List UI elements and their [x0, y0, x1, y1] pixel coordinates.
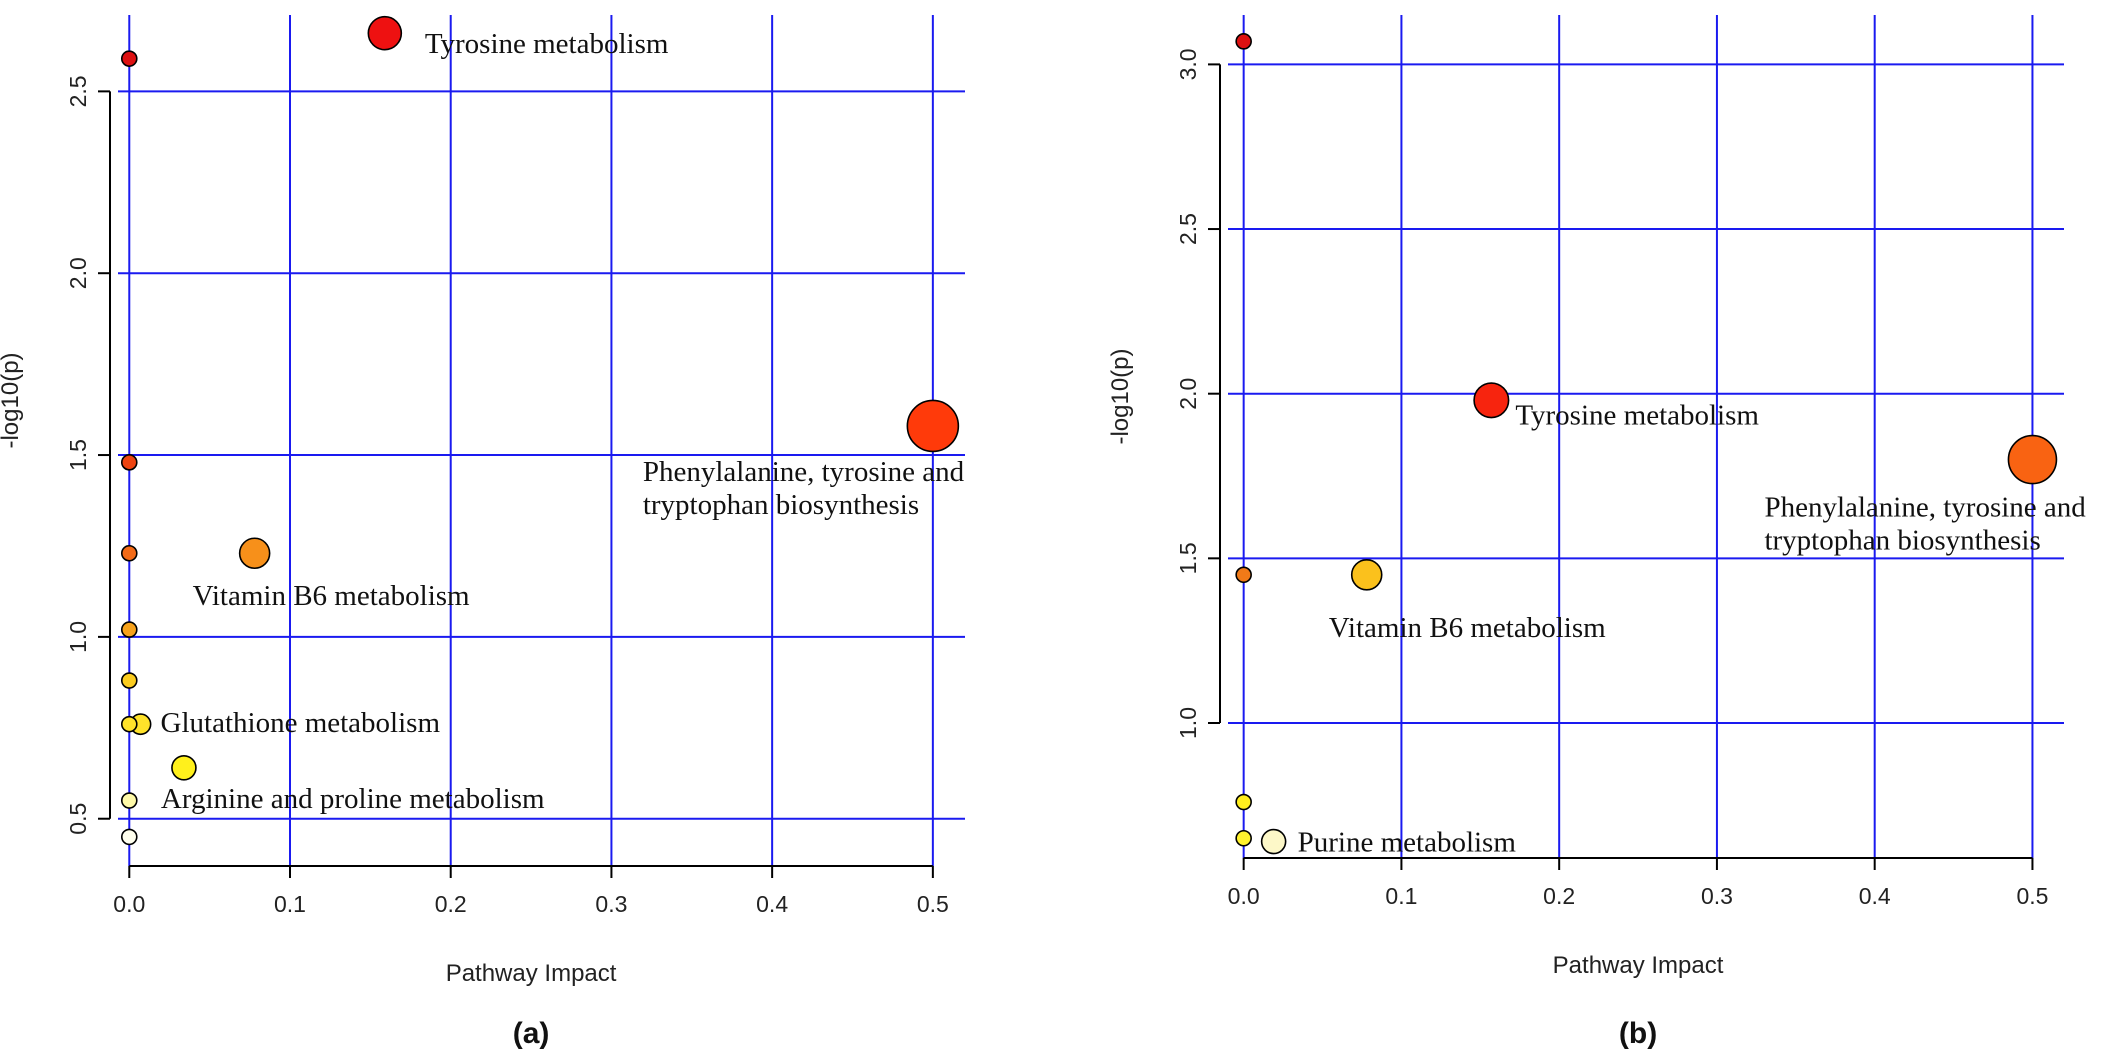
data-point: [1260, 828, 1287, 855]
y-tick-label: 0.5: [65, 803, 91, 835]
point-label: Arginine and proline metabolism: [161, 783, 545, 815]
data-point: [1235, 566, 1252, 584]
point-label: Phenylalanine, tyrosine and tryptophan bi…: [643, 456, 965, 521]
x-tick-label: 0.2: [435, 891, 467, 917]
panel-label: (b): [1619, 1017, 1657, 1050]
point-label: Tyrosine metabolism: [1515, 399, 1759, 431]
y-tick-label: 2.0: [1175, 378, 1201, 410]
x-tick-label: 0.5: [2016, 883, 2048, 909]
data-point: [367, 15, 403, 51]
x-tick-label: 0.2: [1543, 883, 1575, 909]
data-point: [120, 828, 138, 846]
data-point: [120, 621, 138, 638]
y-tick-label: 2.0: [65, 257, 91, 289]
data-point: [120, 544, 138, 562]
x-tick-label: 0.5: [917, 891, 949, 917]
data-point: [906, 399, 960, 453]
data-point: [1350, 559, 1383, 591]
panel-label: (a): [513, 1017, 550, 1050]
panel-b: 0.0 0.1 0.2 0.3 0.4 0.5 1.0 1.5 2.0 2.5 3.0 Pathway…: [1107, 15, 2086, 1050]
y-tick-label: 1.5: [1175, 542, 1201, 574]
point-label: Tyrosine metabolism: [425, 28, 669, 60]
x-tick-label: 0.1: [274, 891, 306, 917]
data-point: [120, 454, 138, 471]
y-tick-label: 1.0: [1175, 707, 1201, 739]
x-tick-label: 0.3: [1701, 883, 1733, 909]
data-point: [1235, 829, 1252, 847]
data-point: [238, 537, 271, 570]
x-tick-label: 0.3: [595, 891, 627, 917]
point-label: Vitamin B6 metabolism: [1329, 612, 1606, 644]
x-axis-title: Pathway Impact: [446, 960, 617, 987]
data-point: [171, 755, 197, 781]
x-tick-label: 0.0: [1228, 883, 1260, 909]
y-tick-label: 2.5: [1175, 213, 1201, 245]
data-point: [120, 50, 138, 67]
x-tick-label: 0.4: [1859, 883, 1891, 909]
y-tick-label: 1.5: [65, 439, 91, 471]
data-point: [1235, 793, 1252, 811]
x-tick-label: 0.1: [1385, 883, 1417, 909]
point-label: Vitamin B6 metabolism: [193, 580, 470, 612]
point-label: Glutathione metabolism: [161, 707, 441, 739]
data-point: [120, 672, 138, 689]
x-tick-label: 0.4: [756, 891, 788, 917]
panel-a: 0.0 0.1 0.2 0.3 0.4 0.5 0.5 1.0 1.5 2.0 2.5 Pathway…: [0, 15, 965, 1050]
point-label: Phenylalanine, tyrosine and tryptophan bi…: [1764, 492, 2086, 557]
data-point: [1235, 33, 1252, 50]
x-tick-label: 0.0: [113, 891, 145, 917]
data-point: [120, 792, 138, 809]
data-point: [2007, 434, 2058, 485]
y-axis-title: -log10(p): [0, 352, 24, 448]
x-axis-title: Pathway Impact: [1553, 952, 1724, 979]
point-label: Purine metabolism: [1298, 827, 1517, 859]
y-tick-label: 1.0: [65, 621, 91, 653]
y-tick-label: 2.5: [65, 75, 91, 107]
data-point: [1473, 382, 1510, 419]
data-point: [120, 715, 138, 733]
y-tick-label: 3.0: [1175, 48, 1201, 80]
y-axis-title: -log10(p): [1107, 348, 1134, 444]
